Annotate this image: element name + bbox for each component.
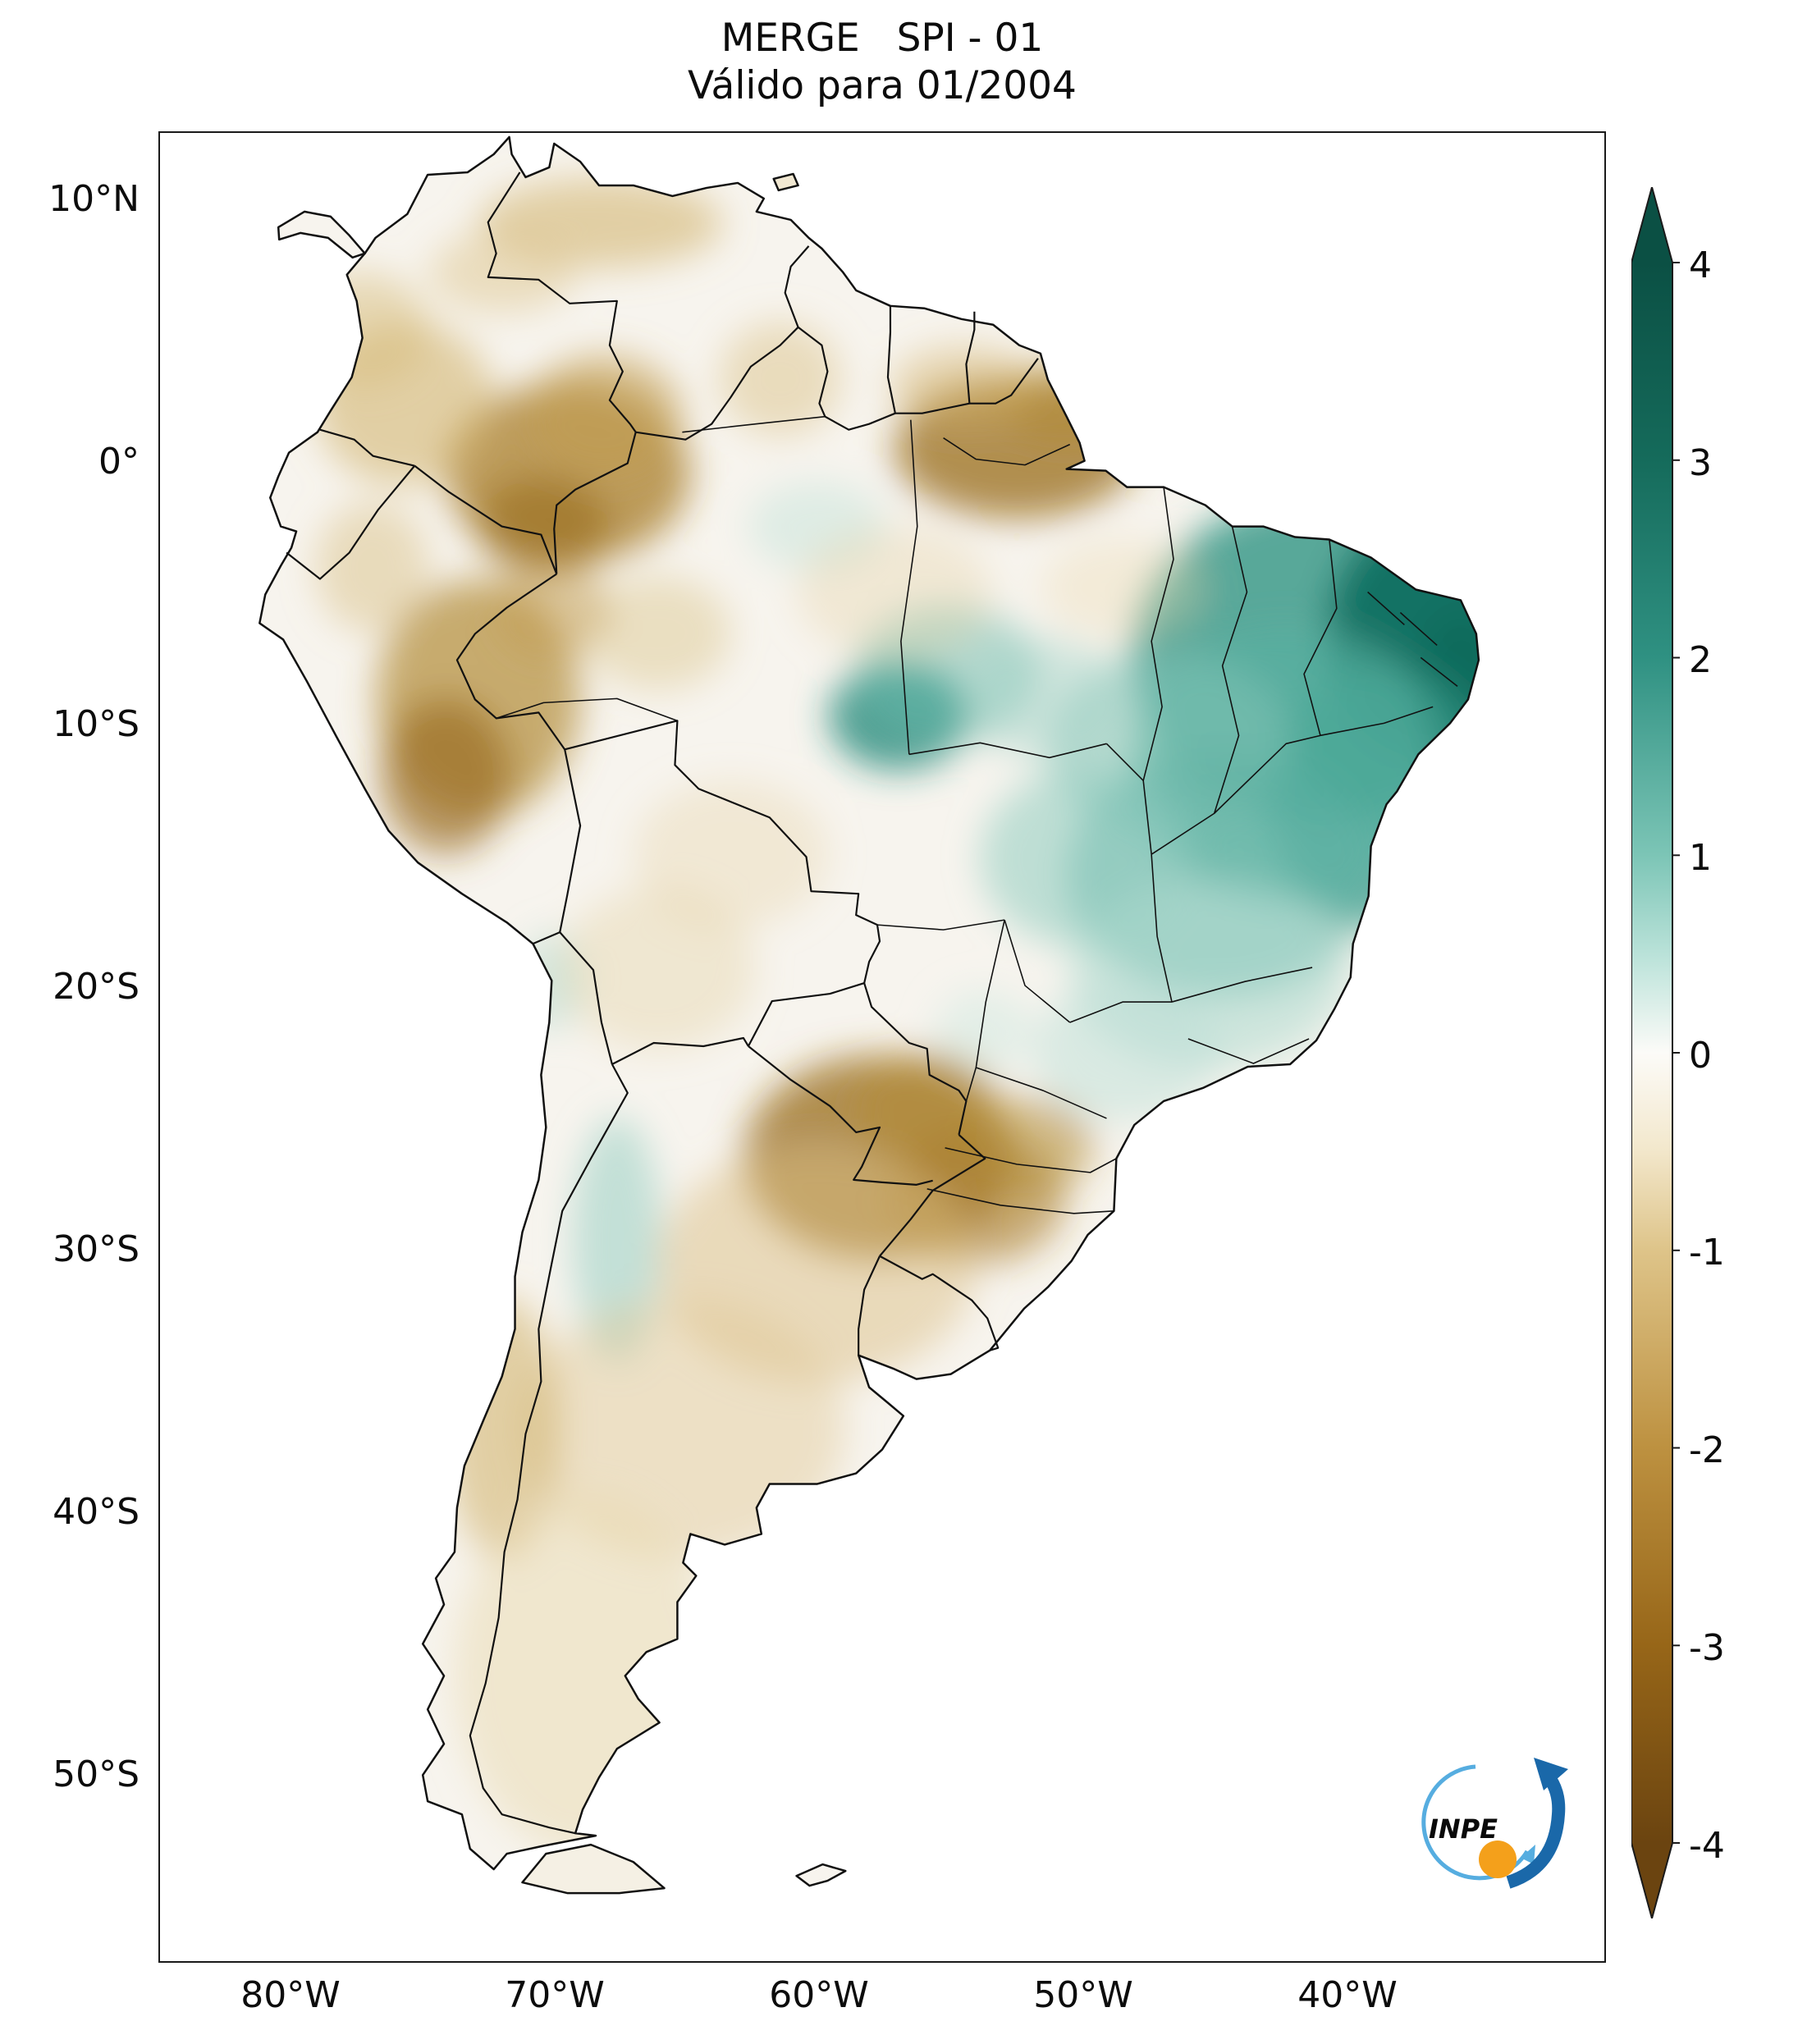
- lat-tick-10s: 10°S: [53, 703, 140, 745]
- lat-tick-40s: 40°S: [53, 1491, 140, 1533]
- cb-tick-m2: -2: [1689, 1429, 1725, 1471]
- lat-tick-10n: 10°N: [48, 178, 140, 220]
- map-plot-area: [158, 131, 1606, 1963]
- lat-tick-50s: 50°S: [53, 1754, 140, 1795]
- state-borders: [496, 415, 1458, 1214]
- lat-tick-20s: 20°S: [53, 966, 140, 1008]
- colorbar-gradient: [1631, 184, 1680, 1922]
- lat-tick-30s: 30°S: [53, 1228, 140, 1270]
- lon-tick-70w: 70°W: [505, 1974, 605, 2016]
- cb-tick-3: 3: [1689, 442, 1712, 484]
- colorbar: [1631, 184, 1681, 1922]
- coastline: [258, 135, 1480, 1895]
- country-borders: [286, 171, 1039, 1835]
- inpe-logo-text: INPE: [1429, 1813, 1498, 1845]
- lat-tick-0: 0°: [98, 441, 140, 482]
- inpe-logo-graphic: INPE: [1421, 1758, 1568, 1889]
- inpe-logo: INPE: [1398, 1744, 1580, 1909]
- chart-title: MERGE SPI - 01: [721, 16, 1044, 61]
- spi-field: [259, 136, 1479, 1870]
- cb-tick-1: 1: [1689, 837, 1712, 879]
- cb-tick-m1: -1: [1689, 1232, 1725, 1273]
- cb-tick-m4: -4: [1689, 1825, 1725, 1867]
- lon-tick-60w: 60°W: [769, 1974, 869, 2016]
- lon-tick-50w: 50°W: [1033, 1974, 1133, 2016]
- lon-tick-40w: 40°W: [1297, 1974, 1398, 2016]
- chart-subtitle: Válido para 01/2004: [688, 63, 1077, 108]
- cb-tick-m3: -3: [1689, 1627, 1725, 1669]
- cb-tick-2: 2: [1689, 639, 1712, 681]
- cb-tick-4: 4: [1689, 245, 1712, 286]
- lon-tick-80w: 80°W: [240, 1974, 341, 2016]
- cb-tick-0: 0: [1689, 1035, 1712, 1077]
- south-america-map: [258, 135, 1480, 1895]
